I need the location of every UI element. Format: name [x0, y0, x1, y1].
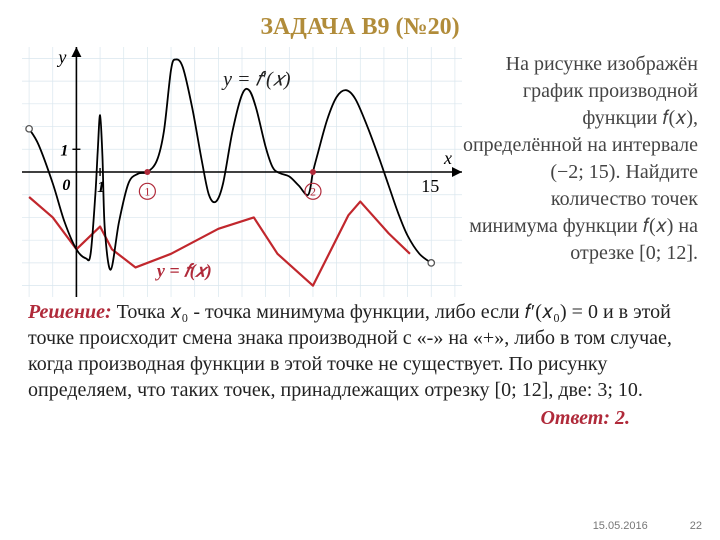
- svg-text:y: y: [56, 47, 66, 67]
- solution-label: Решение:: [28, 301, 112, 323]
- problem-body: На рисунке изображён график производной …: [463, 53, 698, 264]
- svg-text:y = 𝑓(𝑥): y = 𝑓(𝑥): [155, 261, 212, 282]
- solution-block: Решение: Точка 𝑥₀ - точка минимума функц…: [0, 297, 720, 403]
- svg-text:15: 15: [421, 176, 439, 196]
- svg-text:x: x: [443, 148, 452, 168]
- svg-text:1: 1: [144, 184, 150, 198]
- solution-text: Точка 𝑥₀ - точка минимума функции, либо …: [28, 301, 672, 401]
- svg-text:y = 𝑓′(𝑥): y = 𝑓′(𝑥): [221, 69, 291, 91]
- answer-line: Ответ: 2.: [0, 407, 720, 430]
- svg-text:1: 1: [97, 179, 105, 196]
- problem-text: На рисунке изображён график производной …: [462, 47, 698, 297]
- upper-region: 1 2 y x 0 1 1 15 y = 𝑓′(𝑥) y = 𝑓(𝑥) На рисунке из…: [0, 41, 720, 297]
- chart-svg: 1 2 y x 0 1 1 15 y = 𝑓′(𝑥) y = 𝑓(𝑥): [22, 47, 462, 297]
- footer-page: 22: [690, 520, 702, 532]
- title-text: ЗАДАЧА В9 (№20): [260, 14, 459, 40]
- footer-date: 15.05.2016: [593, 520, 648, 532]
- answer-text: Ответ: 2.: [540, 407, 630, 429]
- footer: 15.05.2016 22: [0, 520, 702, 532]
- graph-container: 1 2 y x 0 1 1 15 y = 𝑓′(𝑥) y = 𝑓(𝑥): [22, 47, 462, 297]
- svg-text:0: 0: [62, 177, 70, 194]
- svg-text:2: 2: [310, 184, 316, 198]
- page-title: ЗАДАЧА В9 (№20): [0, 0, 720, 41]
- svg-text:1: 1: [60, 142, 68, 159]
